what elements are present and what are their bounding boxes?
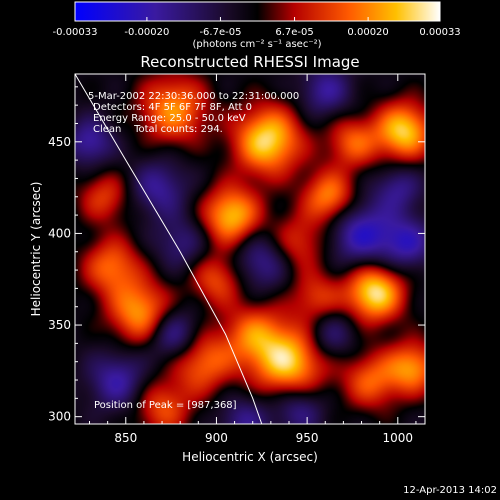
- colorbar-tick-label: 0.00020: [347, 27, 388, 38]
- y-tick-label: 300: [48, 410, 71, 424]
- x-tick-label: 900: [205, 431, 228, 445]
- axis-ticks: 850 900 950 1000 300 350 400 450: [48, 74, 425, 445]
- x-tick-label: 950: [296, 431, 319, 445]
- annotation-energy: Energy Range: 25.0 - 50.0 keV: [93, 113, 246, 124]
- x-axis-label: Heliocentric X (arcsec): [182, 450, 318, 464]
- colorbar-tick-label: -0.00033: [53, 27, 98, 38]
- annotation-detectors: Detectors: 4F 5F 6F 7F 8F, Att 0: [93, 102, 252, 113]
- colorbar-tick-label: 6.7e-05: [275, 27, 313, 38]
- colorbar: -0.00033 -0.00020 -6.7e-05 6.7e-05 0.00020 0.…: [53, 1, 461, 50]
- timestamp: 12-Apr-2013 14:02: [403, 485, 497, 496]
- peak-position-label: Position of Peak = [987,368]: [94, 400, 237, 411]
- y-tick-label: 350: [48, 318, 71, 332]
- annotation-block: 5-Mar-2002 22:30:36.000 to 22:31:00.000 …: [88, 91, 299, 135]
- colorbar-ticks: -0.00033 -0.00020 -6.7e-05 6.7e-05 0.00020 0.…: [53, 17, 461, 38]
- x-tick-label: 1000: [383, 431, 414, 445]
- y-tick-label: 450: [48, 135, 71, 149]
- plot-area: 850 900 950 1000 300 350 400 450 5-Mar-2002 22:…: [48, 73, 426, 445]
- annotation-clean: Clean Total counts: 294.: [93, 124, 223, 135]
- plot-frame: [74, 73, 426, 425]
- y-axis-label: Heliocentric Y (arcsec): [29, 182, 43, 317]
- annotation-time: 5-Mar-2002 22:30:36.000 to 22:31:00.000: [88, 91, 299, 102]
- chart-title: Reconstructed RHESSI Image: [140, 53, 359, 71]
- colorbar-gradient: [75, 2, 440, 21]
- colorbar-tick-label: 0.00033: [419, 27, 460, 38]
- y-tick-label: 400: [48, 226, 71, 240]
- colorbar-frame: [74, 1, 441, 22]
- colorbar-tick-label: -0.00020: [124, 27, 169, 38]
- x-tick-label: 850: [114, 431, 137, 445]
- heatmap-image: [75, 74, 425, 424]
- solar-limb-curve: [75, 74, 263, 424]
- colorbar-tick-label: -6.7e-05: [199, 27, 241, 38]
- colorbar-unit-label: (photons cm⁻² s⁻¹ asec⁻²): [192, 39, 321, 50]
